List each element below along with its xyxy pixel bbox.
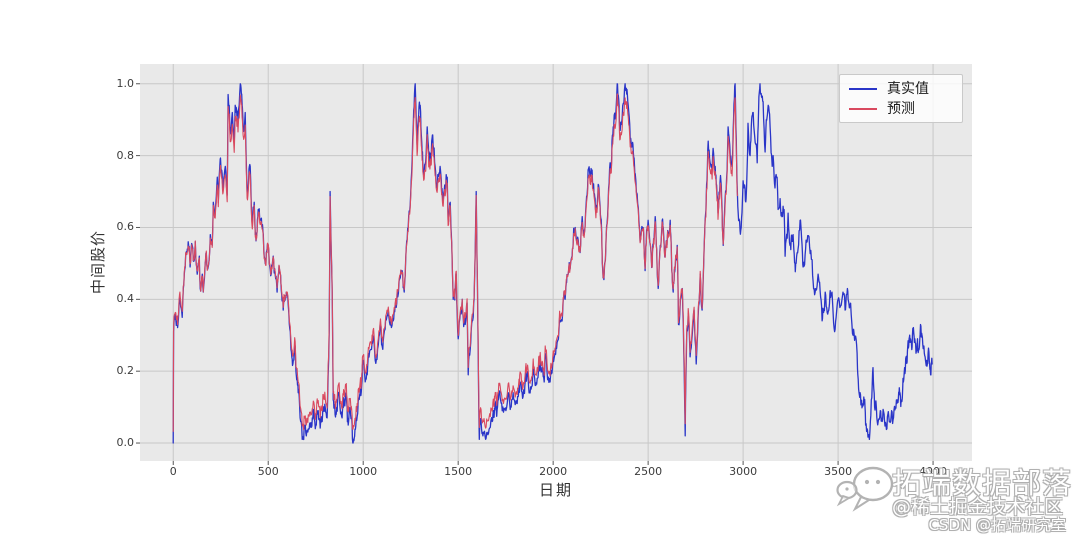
y-tick-label: 0.0 [116,436,135,450]
legend-entry-predicted: 预测 [849,102,958,116]
x-axis-label: 日期 [538,481,573,499]
y-tick-label: 0.8 [116,148,135,162]
predicted-series-line [172,93,738,432]
y-tick-label: 0.6 [116,220,135,234]
y-tick-label: 1.0 [116,76,135,90]
x-tick-label: 1000 [349,465,378,478]
x-tick-label: 2000 [539,465,568,478]
legend-label: 真实值 [887,80,929,97]
x-tick-label: 3000 [729,465,758,478]
x-tick-label: 500 [257,465,279,478]
predicted-line-swatch-icon [849,107,877,110]
actual-series-line [172,83,933,444]
x-tick-label: 0 [169,465,177,478]
x-tick-label: 1500 [444,465,473,478]
legend-entry-actual: 真实值 [849,82,958,96]
actual-line-swatch-icon [849,87,877,90]
x-tick-label: 2500 [634,465,663,478]
x-tick-label: 3500 [824,465,853,478]
legend-label: 预测 [887,100,915,117]
y-tick-label: 0.2 [116,364,135,378]
legend: 真实值 预测 [839,74,963,123]
y-tick-label: 0.4 [116,292,135,306]
x-tick-label: 4000 [919,465,948,478]
